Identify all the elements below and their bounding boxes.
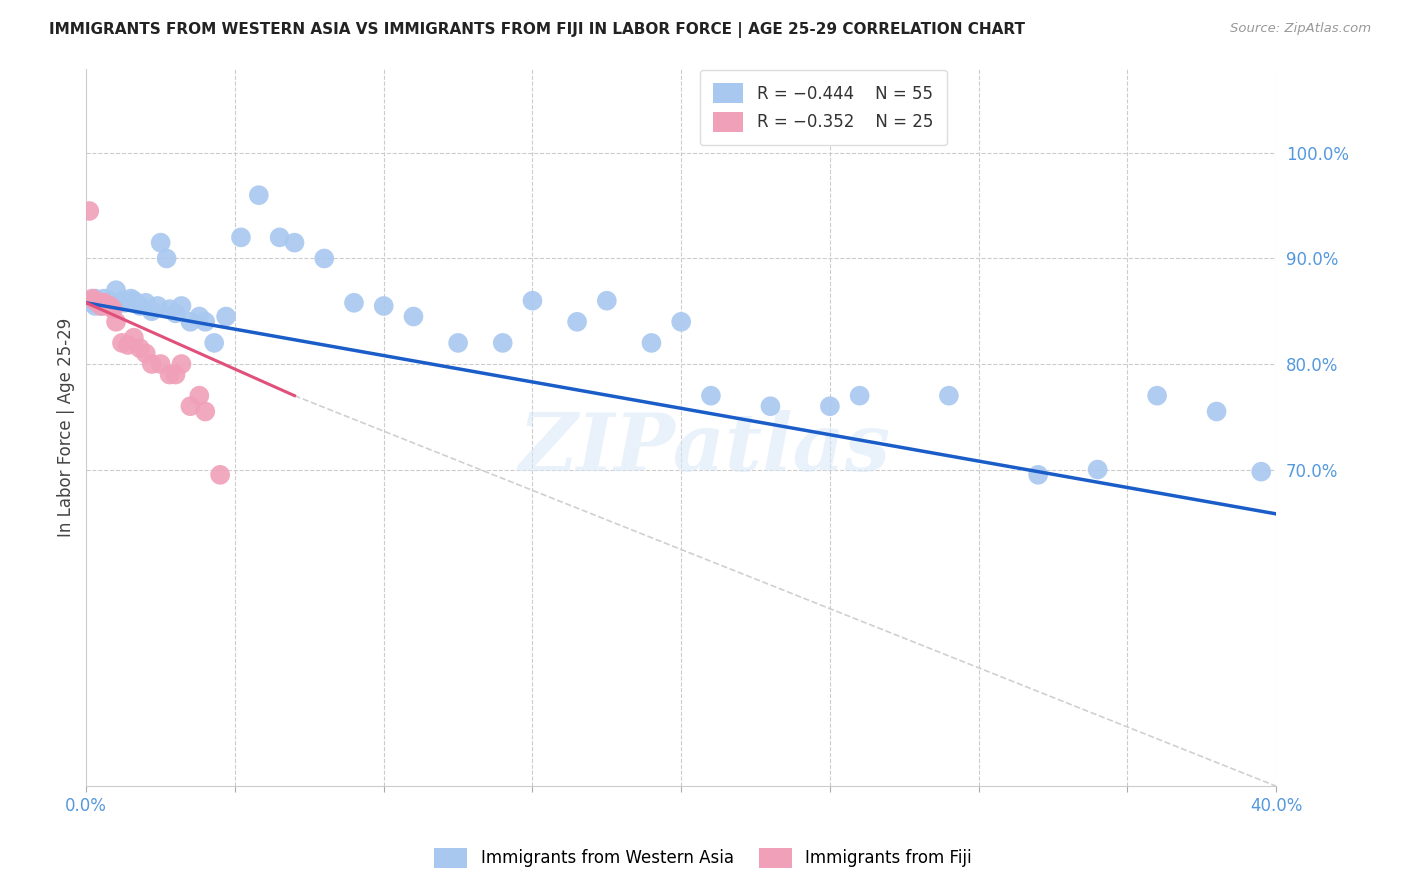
Point xyxy=(188,310,211,324)
Point xyxy=(90,295,112,310)
Point xyxy=(188,389,211,403)
Text: ZIPatlas: ZIPatlas xyxy=(519,410,891,488)
Text: IMMIGRANTS FROM WESTERN ASIA VS IMMIGRANTS FROM FIJI IN LABOR FORCE | AGE 25-29 : IMMIGRANTS FROM WESTERN ASIA VS IMMIGRAN… xyxy=(49,22,1025,38)
Point xyxy=(87,293,110,308)
Point xyxy=(82,295,104,310)
Point xyxy=(96,299,118,313)
Point xyxy=(1087,462,1109,476)
Point xyxy=(101,299,124,313)
Point xyxy=(122,293,145,308)
Point xyxy=(101,302,124,317)
Point xyxy=(179,315,201,329)
Point xyxy=(269,230,291,244)
Point xyxy=(128,299,150,313)
Point xyxy=(111,335,134,350)
Point xyxy=(640,335,662,350)
Legend: Immigrants from Western Asia, Immigrants from Fiji: Immigrants from Western Asia, Immigrants… xyxy=(427,841,979,875)
Point xyxy=(135,346,157,360)
Point xyxy=(669,315,692,329)
Point xyxy=(202,335,225,350)
Point xyxy=(818,399,841,413)
Point xyxy=(759,399,782,413)
Point xyxy=(96,297,118,311)
Point xyxy=(84,299,107,313)
Point xyxy=(314,252,336,266)
Point xyxy=(120,292,142,306)
Point xyxy=(492,335,515,350)
Point xyxy=(98,293,121,308)
Point xyxy=(98,299,121,313)
Point xyxy=(247,188,270,202)
Point xyxy=(87,295,110,310)
Point xyxy=(90,299,112,313)
Point xyxy=(938,389,960,403)
Text: Source: ZipAtlas.com: Source: ZipAtlas.com xyxy=(1230,22,1371,36)
Point xyxy=(155,252,177,266)
Point xyxy=(1205,404,1227,418)
Point xyxy=(149,235,172,250)
Point xyxy=(402,310,425,324)
Point xyxy=(114,295,136,310)
Point xyxy=(82,292,104,306)
Point xyxy=(343,295,366,310)
Point xyxy=(165,368,187,382)
Point xyxy=(229,230,252,244)
Point xyxy=(170,357,193,371)
Point xyxy=(848,389,870,403)
Point xyxy=(700,389,723,403)
Legend: R = −0.444    N = 55, R = −0.352    N = 25: R = −0.444 N = 55, R = −0.352 N = 25 xyxy=(700,70,946,145)
Point xyxy=(1026,467,1049,482)
Point xyxy=(128,341,150,355)
Point xyxy=(159,302,181,317)
Point xyxy=(1146,389,1168,403)
Point xyxy=(159,368,181,382)
Point xyxy=(146,299,169,313)
Point xyxy=(373,299,395,313)
Point xyxy=(194,315,217,329)
Point xyxy=(522,293,544,308)
Point xyxy=(117,338,139,352)
Point xyxy=(93,292,115,306)
Point xyxy=(90,299,112,313)
Point xyxy=(122,331,145,345)
Y-axis label: In Labor Force | Age 25-29: In Labor Force | Age 25-29 xyxy=(58,318,75,537)
Point xyxy=(141,357,163,371)
Point xyxy=(215,310,238,324)
Point xyxy=(149,357,172,371)
Point xyxy=(1250,465,1272,479)
Point xyxy=(170,299,193,313)
Point xyxy=(77,204,100,219)
Point xyxy=(84,293,107,308)
Point xyxy=(105,283,128,297)
Point xyxy=(283,235,305,250)
Point xyxy=(209,467,232,482)
Point xyxy=(141,304,163,318)
Point xyxy=(84,292,107,306)
Point xyxy=(105,315,128,329)
Point xyxy=(165,306,187,320)
Point xyxy=(111,293,134,308)
Point xyxy=(179,399,201,413)
Point xyxy=(93,295,115,310)
Point xyxy=(596,293,619,308)
Point xyxy=(194,404,217,418)
Point xyxy=(77,293,100,308)
Point xyxy=(565,315,588,329)
Point xyxy=(135,295,157,310)
Point xyxy=(447,335,470,350)
Point xyxy=(90,295,112,310)
